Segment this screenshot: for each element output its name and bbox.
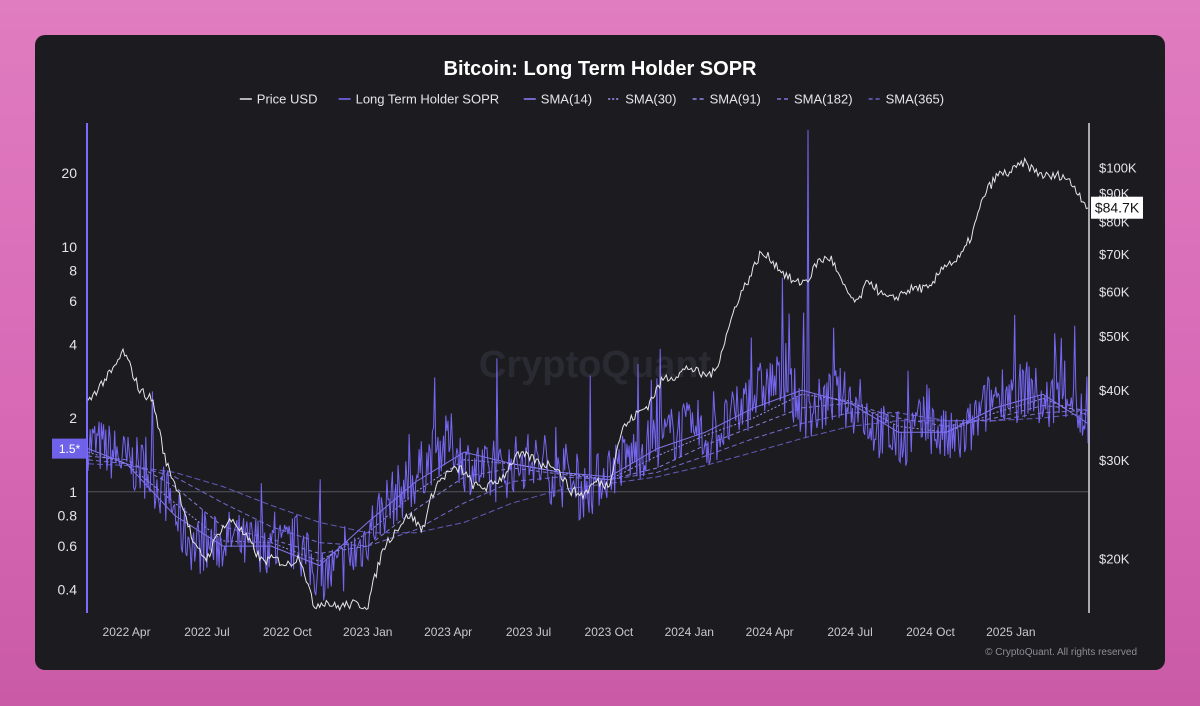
- right-tick-label: $40K: [1099, 383, 1130, 398]
- watermark: CryptoQuant: [479, 344, 712, 386]
- x-tick-label: 2024 Apr: [746, 625, 794, 639]
- legend-label: Long Term Holder SOPR: [356, 92, 500, 107]
- left-tick-label: 6: [69, 293, 77, 309]
- x-tick-label: 2023 Apr: [424, 625, 472, 639]
- x-axis: 2022 Apr 2022 Jul 2022 Oct 2023 Jan 2023 Apr…: [103, 625, 1036, 639]
- legend-label: SMA(365): [886, 92, 945, 107]
- legend-item: SMA(365): [868, 92, 945, 107]
- legend-label: SMA(91): [710, 92, 761, 107]
- x-tick-label: 2022 Jul: [184, 625, 229, 639]
- x-tick-label: 2023 Jan: [343, 625, 392, 639]
- left-tick-label: 8: [69, 263, 77, 279]
- right-tick-label: $30K: [1099, 453, 1130, 468]
- left-tick-label: 4: [69, 336, 77, 352]
- left-tick-label: 20: [61, 165, 77, 181]
- price-line: [87, 156, 1089, 612]
- right-current-value-label: $84.7K: [1095, 200, 1140, 216]
- x-tick-label: 2022 Apr: [103, 625, 151, 639]
- x-tick-label: 2023 Oct: [585, 625, 634, 639]
- left-axis: 20 10 8 6 4 2 1 0.8 0.6 0.4 1.5*: [52, 165, 87, 597]
- right-tick-label: $20K: [1099, 552, 1130, 567]
- legend: Price USD Long Term Holder SOPR SMA(14) SMA…: [239, 92, 945, 107]
- x-tick-label: 2024 Oct: [906, 625, 955, 639]
- right-tick-label: $60K: [1099, 285, 1130, 300]
- x-tick-label: 2024 Jan: [665, 625, 714, 639]
- left-tick-label: 0.4: [58, 581, 78, 597]
- plot-area: [86, 123, 1090, 613]
- x-tick-label: 2025 Jan: [986, 625, 1035, 639]
- right-tick-label: $100K: [1099, 160, 1137, 175]
- legend-item: SMA(182): [777, 92, 853, 107]
- sopr-line: [87, 129, 1089, 601]
- chart-card: Bitcoin: Long Term Holder SOPR Price USD…: [35, 35, 1165, 670]
- legend-item: SMA(14): [523, 92, 592, 107]
- legend-item: Long Term Holder SOPR: [338, 92, 500, 107]
- left-current-value-badge: [52, 438, 87, 459]
- chart-title: Bitcoin: Long Term Holder SOPR: [444, 58, 758, 80]
- sma-line-4: [87, 409, 1089, 547]
- legend-item: SMA(91): [692, 92, 761, 107]
- left-tick-label: 10: [61, 239, 77, 255]
- left-current-value-label: 1.5*: [59, 442, 81, 456]
- legend-item: SMA(30): [608, 92, 676, 107]
- legend-label: Price USD: [257, 92, 318, 107]
- legend-label: SMA(30): [625, 92, 676, 107]
- x-tick-label: 2022 Oct: [263, 625, 312, 639]
- x-tick-label: 2024 Jul: [827, 625, 872, 639]
- x-tick-label: 2023 Jul: [506, 625, 551, 639]
- right-current-value-badge: [1091, 196, 1143, 219]
- left-tick-label: 0.6: [58, 538, 78, 554]
- right-tick-label: $50K: [1099, 329, 1130, 344]
- left-tick-label: 1: [69, 484, 77, 500]
- copyright-text: © CryptoQuant. All rights reserved: [985, 647, 1137, 658]
- left-tick-label: 2: [69, 410, 77, 426]
- right-axis: $100K$90K$80K$70K$60K$50K$40K$30K$20K$84…: [1091, 160, 1143, 567]
- legend-label: SMA(14): [541, 92, 592, 107]
- legend-item: Price USD: [239, 92, 318, 107]
- right-tick-label: $70K: [1099, 247, 1130, 262]
- chart-svg: Bitcoin: Long Term Holder SOPR Price USD…: [52, 58, 1143, 658]
- legend-label: SMA(182): [794, 92, 853, 107]
- left-tick-label: 0.8: [58, 508, 78, 524]
